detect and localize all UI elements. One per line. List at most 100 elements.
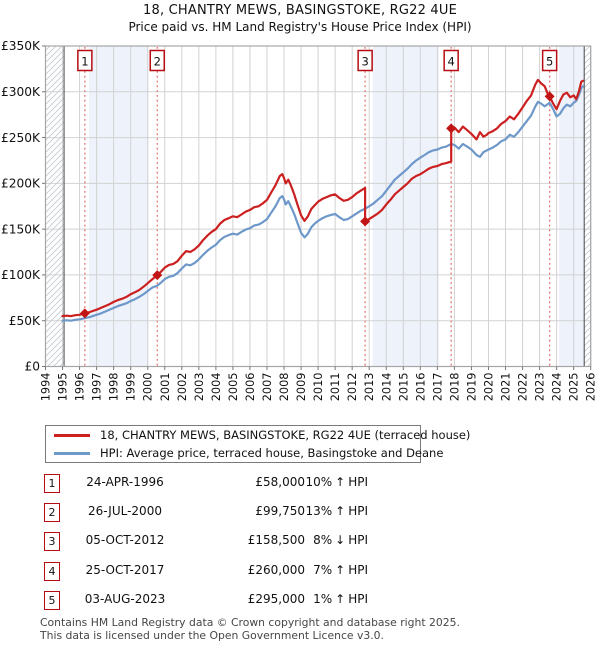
sale-number-badge: 1 xyxy=(44,474,60,493)
sale-date: 25-OCT-2017 xyxy=(85,562,165,577)
legend-entry-1: 18, CHANTRY MEWS, BASINGSTOKE, RG22 4UE … xyxy=(46,428,470,443)
x-tick-label: 2009 xyxy=(295,373,308,402)
arrow-up-icon: ↑ xyxy=(335,562,346,577)
x-tick-label: 2022 xyxy=(517,373,530,402)
hpi-text: HPI xyxy=(348,562,368,577)
x-tick-label: 1995 xyxy=(57,373,70,402)
x-tick-label: 2002 xyxy=(176,373,189,402)
no-data-hatch-2 xyxy=(584,46,591,367)
x-tick-label: 1998 xyxy=(108,373,121,402)
y-tick-label: £250K xyxy=(1,131,41,145)
x-tick-label: 1994 xyxy=(40,373,53,402)
hpi-comparison: 10% ↑ HPI xyxy=(270,475,368,489)
x-tick-label: 2026 xyxy=(585,373,598,402)
footer-line2: This data is licensed under the Open Gov… xyxy=(40,628,384,642)
sale-number-label-1: 1 xyxy=(81,55,88,69)
y-tick-label: £300K xyxy=(1,85,41,99)
sale-price: £260,000 xyxy=(247,562,305,577)
legend-entry-2: HPI: Average price, terraced house, Basi… xyxy=(46,446,443,461)
sale-number-badge: 5 xyxy=(44,590,60,610)
chart-legend: 18, CHANTRY MEWS, BASINGSTOKE, RG22 4UE … xyxy=(45,425,470,463)
y-tick-label: £350K xyxy=(1,39,41,53)
sale-date: 24-APR-1996 xyxy=(86,475,164,489)
hpi-percent: 13% xyxy=(305,504,333,519)
price-history-chart: £0 £50K £100K £150K £200K £250K £300K £350K 1994… xyxy=(1,39,598,402)
x-tick-label: 2006 xyxy=(244,373,257,402)
transaction-row-1: 1 24-APR-1996 £58,000 10% ↑ HPI xyxy=(40,474,380,494)
sale-number-badge: 3 xyxy=(44,532,60,552)
x-tick-label: 2023 xyxy=(534,373,547,402)
hpi-comparison: 13% ↑ HPI xyxy=(270,504,368,518)
hpi-percent: 7% xyxy=(313,562,333,577)
hpi-percent: 1% xyxy=(313,591,333,606)
transaction-row-3: 3 05-OCT-2012 £158,500 8% ↓ HPI xyxy=(40,532,380,552)
y-tick-label: £0 xyxy=(24,360,40,374)
ownership-band-3 xyxy=(559,46,585,367)
page-subtitle: Price paid vs. HM Land Registry's House … xyxy=(128,20,472,34)
footer: Contains HM Land Registry data © Crown c… xyxy=(40,616,460,642)
transaction-row-5: 5 03-AUG-2023 £295,000 1% ↑ HPI xyxy=(40,590,380,611)
x-tick-label: 1997 xyxy=(91,373,104,402)
sale-number-box-4 xyxy=(443,49,459,72)
x-tick-label: 2013 xyxy=(363,373,376,402)
legend-label: HPI: Average price, terraced house, Basi… xyxy=(100,446,444,460)
sale-number-badge: 2 xyxy=(44,503,60,523)
sale-number-label-2: 2 xyxy=(154,55,161,69)
hpi-percent: 10% xyxy=(305,475,333,489)
hpi-comparison: 8% ↓ HPI xyxy=(270,533,368,547)
legend-line-swatch xyxy=(54,433,90,437)
x-tick-label: 2016 xyxy=(414,373,427,402)
sale-number-label-3: 3 xyxy=(361,55,368,69)
sale-number-box-3 xyxy=(357,49,373,72)
transaction-row-4: 4 25-OCT-2017 £260,000 7% ↑ HPI xyxy=(40,561,380,582)
sale-diamond-1 xyxy=(79,308,90,319)
x-tick-label: 2021 xyxy=(500,373,513,402)
sale-price: £99,750 xyxy=(255,504,305,519)
x-tick-label: 1996 xyxy=(74,373,87,402)
sale-date: 03-AUG-2023 xyxy=(84,591,166,606)
x-tick-label: 2008 xyxy=(278,373,291,402)
ownership-band-2 xyxy=(372,46,440,367)
x-tick-label: 2011 xyxy=(329,373,342,402)
x-tick-label: 2018 xyxy=(448,373,461,402)
x-tick-label: 2017 xyxy=(431,373,444,402)
sale-diamond-2 xyxy=(152,270,163,281)
hpi-comparison: 7% ↑ HPI xyxy=(270,563,368,577)
x-tick-label: 2025 xyxy=(568,373,581,402)
x-tick-label: 2005 xyxy=(227,373,240,402)
sale-diamond-4 xyxy=(446,123,457,134)
x-tick-label: 2015 xyxy=(397,373,410,402)
y-tick-label: £100K xyxy=(1,268,41,282)
footer-line1: Contains HM Land Registry data © Crown c… xyxy=(40,616,460,629)
price-paid-estimate-line xyxy=(61,78,585,318)
no-data-hatch-1 xyxy=(45,46,65,367)
page-title: 18, CHANTRY MEWS, BASINGSTOKE, RG22 4UE xyxy=(143,3,457,18)
x-tick-label: 2000 xyxy=(142,373,155,402)
y-tick-label: £150K xyxy=(1,222,41,236)
sale-number-badge: 4 xyxy=(44,561,60,581)
hpi-percent: 8% xyxy=(313,533,333,548)
sale-number-box-2 xyxy=(149,49,166,72)
hpi-text: HPI xyxy=(348,475,368,489)
ownership-band-1 xyxy=(88,46,149,367)
legend-label: 18, CHANTRY MEWS, BASINGSTOKE, RG22 4UE … xyxy=(100,428,471,442)
arrow-up-icon: ↑ xyxy=(335,591,346,606)
hpi-text: HPI xyxy=(348,504,368,519)
sale-number-label-4: 4 xyxy=(447,55,454,69)
arrow-up-icon: ↑ xyxy=(335,475,346,489)
sale-price: £158,500 xyxy=(247,533,305,548)
x-tick-label: 2007 xyxy=(261,373,274,402)
hpi-average-line xyxy=(61,85,585,322)
x-tick-label: 2020 xyxy=(482,373,495,402)
x-tick-label: 2024 xyxy=(551,373,564,402)
arrow-down-icon: ↓ xyxy=(335,533,346,548)
sale-price: £295,000 xyxy=(247,591,305,606)
sale-date: 05-OCT-2012 xyxy=(85,533,165,548)
legend-line-swatch xyxy=(54,451,90,455)
arrow-up-icon: ↑ xyxy=(335,504,346,519)
sale-date: 26-JUL-2000 xyxy=(88,504,162,519)
x-tick-label: 1999 xyxy=(125,373,138,402)
y-tick-label: £50K xyxy=(9,314,41,328)
x-tick-label: 2001 xyxy=(159,373,172,402)
hpi-text: HPI xyxy=(348,533,368,548)
